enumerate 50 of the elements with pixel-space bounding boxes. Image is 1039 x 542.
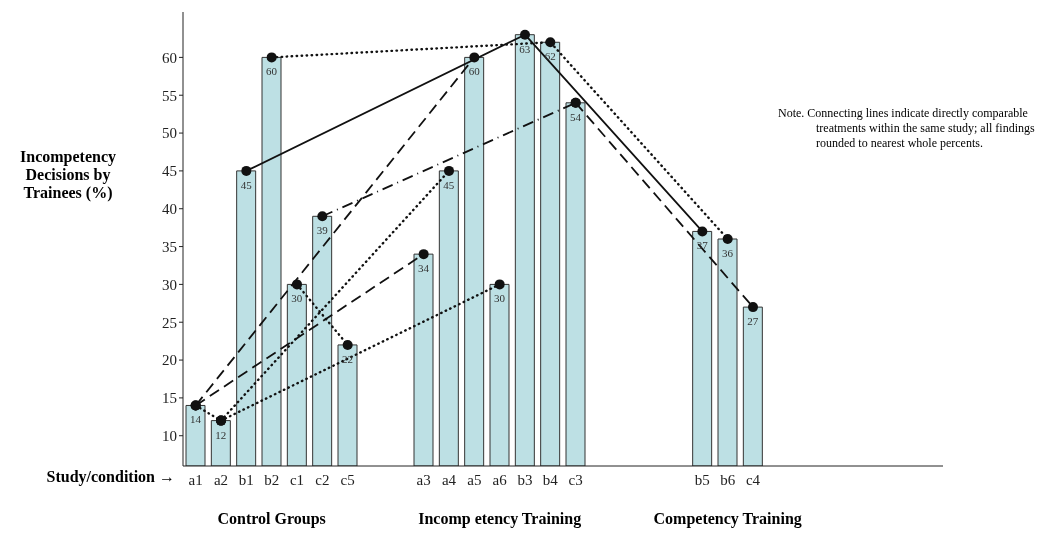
text: Incomp etency Training	[417, 510, 583, 528]
data-label: 54	[570, 110, 582, 123]
x-axis-title: Study/condition →	[46, 468, 175, 486]
data-label: 12	[215, 428, 227, 441]
annotation: Note. Connecting lines indicate directly comparable treatments within the same study; all findings rounded to nearest whole percents.	[778, 106, 1036, 151]
y-tick-label: 50	[162, 125, 177, 142]
y-tick-label: 60	[162, 49, 177, 66]
y-tick-label: 30	[162, 276, 177, 293]
x-tick-label: c5	[340, 471, 355, 488]
x-tick-label: a5	[467, 471, 482, 488]
x-tick-label: b5	[694, 471, 710, 488]
text: Competency Training	[652, 510, 803, 528]
y-axis-title: Incompetency Decisions by Trainees (%)	[19, 148, 117, 202]
y-tick-label: 10	[162, 428, 177, 445]
data-label: 37	[696, 239, 709, 252]
data-label: 45	[443, 178, 455, 191]
data-label: 27	[747, 315, 759, 328]
x-tick-label: c3	[568, 471, 583, 488]
x-tick-label: a2	[213, 471, 229, 488]
y-tick-label: 45	[162, 163, 177, 180]
data-label: 62	[544, 50, 556, 63]
x-tick-label: c2	[315, 471, 330, 488]
x-tick-label: b4	[542, 471, 559, 488]
data-label: 60	[266, 65, 278, 78]
data-label: 45	[240, 178, 253, 191]
data-label: 36	[722, 247, 734, 259]
y-tick-label: 55	[162, 87, 177, 104]
x-tick-label: b1	[238, 471, 254, 488]
x-tick-label: b6	[720, 471, 736, 488]
y-tick-label: 25	[162, 314, 177, 331]
x-tick-label: b3	[517, 471, 533, 488]
x-tick-label: b2	[264, 471, 280, 488]
x-tick-label: c4	[745, 471, 761, 488]
y-tick-label: 20	[162, 352, 177, 369]
data-label: 39	[316, 224, 329, 237]
data-label: 30	[494, 292, 506, 305]
data-label: 60	[468, 65, 481, 78]
data-label: 30	[291, 292, 303, 305]
text: Control Groups	[216, 510, 327, 528]
data-label: 63	[519, 42, 531, 55]
y-tick-label: 15	[162, 390, 177, 407]
x-tick-label: a6	[492, 471, 508, 488]
y-tick-label: 35	[162, 238, 177, 255]
x-tick-label: a4	[441, 471, 457, 488]
y-tick-label: 40	[162, 201, 177, 218]
x-tick-label: c1	[289, 471, 305, 488]
data-label: 14	[190, 413, 202, 426]
data-label: 34	[418, 262, 430, 275]
x-tick-label: a3	[416, 471, 431, 488]
x-tick-label: a1	[188, 471, 203, 488]
